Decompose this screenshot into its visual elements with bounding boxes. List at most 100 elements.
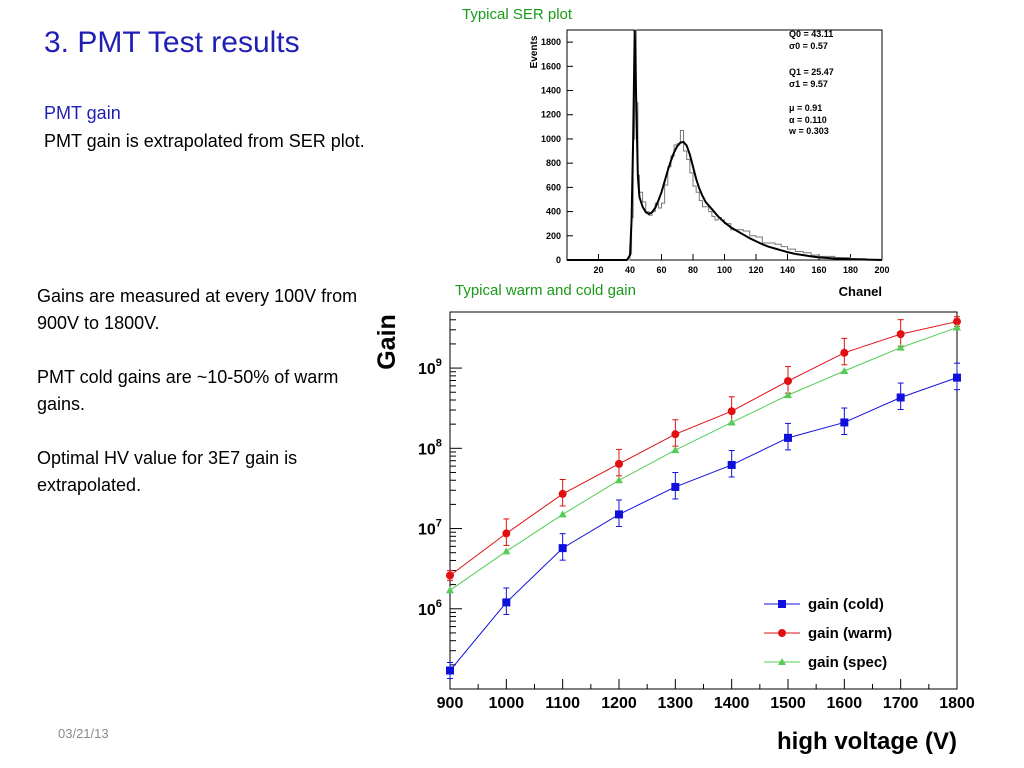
gain-x-tick-label: 1500 <box>770 695 806 712</box>
gain-x-tick-label: 900 <box>437 695 464 712</box>
gain-x-tick-label: 1800 <box>939 695 975 712</box>
ser-y-tick-label: 800 <box>546 158 561 168</box>
gain-x-tick-label: 1700 <box>883 695 919 712</box>
data-point <box>953 373 961 382</box>
data-point <box>840 348 849 357</box>
ser-y-tick-label: 200 <box>546 231 561 241</box>
series-line <box>449 321 958 576</box>
data-point <box>896 343 905 351</box>
data-point <box>784 433 792 442</box>
ser-fit-param: Q0 = 43.11 <box>789 29 833 39</box>
gain-x-tick-label: 1100 <box>545 695 580 712</box>
ser-histogram-series <box>567 29 883 261</box>
bullet-list: Gains are measured at every 100V from 90… <box>37 283 372 526</box>
ser-y-tick-label: 0 <box>556 255 561 265</box>
series-line <box>449 377 958 671</box>
legend-marker <box>778 600 786 608</box>
data-point <box>784 377 792 386</box>
ser-x-axis-label: Chanel <box>839 284 882 299</box>
data-point <box>671 482 680 491</box>
data-point <box>615 459 623 468</box>
ser-fit-param: Q1 = 25.47 <box>789 67 834 77</box>
data-point <box>896 330 905 339</box>
series-circle <box>446 316 961 581</box>
gain-y-tick-label: 106 <box>418 598 442 619</box>
legend-label: gain (cold) <box>808 596 884 613</box>
data-point <box>558 510 567 518</box>
ser-y-tick-label: 1600 <box>541 61 561 71</box>
ser-x-tick-label: 80 <box>688 265 698 275</box>
data-point <box>502 547 511 555</box>
ser-fit-param: μ = 0.91 <box>789 103 822 113</box>
gain-x-tick-label: 1000 <box>489 695 525 712</box>
ser-y-tick-label: 1000 <box>541 134 561 144</box>
slide-date: 03/21/13 <box>58 726 109 741</box>
data-point <box>671 446 680 454</box>
gain-vs-voltage-chart: 900 1000 1100 1200 1300 1400 1500 1600 1700 1800 1… <box>373 311 975 755</box>
gain-x-axis-label: high voltage (V) <box>777 728 957 755</box>
ser-y-tick-label: 1200 <box>541 110 561 120</box>
intro-text: PMT gain is extrapolated from SER plot. <box>44 131 365 151</box>
data-point <box>840 366 849 374</box>
ser-plot-caption: Typical SER plot <box>462 6 573 23</box>
gain-x-tick-label: 1600 <box>827 695 863 712</box>
ser-x-tick-label: 100 <box>717 265 732 275</box>
ser-fit-parameters: Q0 = 43.11 σ0 = 0.57 Q1 = 25.47 σ1 = 9.57 μ … <box>788 29 834 136</box>
series-square <box>446 362 961 680</box>
data-point <box>446 571 454 580</box>
bullet-gain-measurement: Gains are measured at every 100V from 90… <box>37 286 358 333</box>
data-point <box>727 460 736 469</box>
gain-y-axis-label: Gain <box>373 314 401 370</box>
section-subtitle: PMT gain <box>44 103 121 123</box>
ser-x-tick-label: 20 <box>593 265 603 275</box>
slide-title: 3. PMT Test results <box>44 26 300 59</box>
data-point <box>615 510 623 519</box>
ser-fit-curve <box>567 29 883 261</box>
ser-x-tick-label: 140 <box>780 265 795 275</box>
legend-label: gain (spec) <box>808 654 887 671</box>
ser-fit-param: α = 0.110 <box>789 115 827 125</box>
ser-histogram-chart: 20 40 60 80 100 120 140 160 180 200 0 200 400 600 800 1… <box>529 29 890 299</box>
gain-plot-caption: Typical warm and cold gain <box>455 282 636 299</box>
data-point <box>784 391 792 399</box>
series-triangle <box>446 323 961 594</box>
ser-x-tick-label: 60 <box>656 265 666 275</box>
ser-x-tick-label: 120 <box>748 265 763 275</box>
legend-marker <box>778 658 786 665</box>
data-point <box>896 393 905 402</box>
data-point <box>558 489 567 498</box>
data-point <box>558 544 567 553</box>
gain-y-tick-label: 108 <box>418 437 442 458</box>
ser-y-axis-label: Events <box>529 35 540 68</box>
data-point <box>615 476 623 484</box>
ser-x-tick-label: 200 <box>874 265 889 275</box>
data-point <box>446 586 454 594</box>
gain-x-tick-label: 1200 <box>601 695 637 712</box>
data-point <box>840 418 849 427</box>
ser-fit-param: w = 0.303 <box>788 126 829 136</box>
data-point <box>727 418 736 426</box>
ser-y-tick-label: 400 <box>546 207 561 217</box>
gain-x-tick-label: 1300 <box>658 695 694 712</box>
gain-y-tick-label: 109 <box>418 357 442 378</box>
data-point <box>953 323 961 331</box>
bullet-cold-gains: PMT cold gains are ~10-50% of warm gains… <box>37 367 339 414</box>
series-line <box>449 327 958 591</box>
ser-y-tick-label: 1400 <box>541 86 561 96</box>
bullet-optimal-hv: Optimal HV value for 3E7 gain is extrapo… <box>37 448 298 495</box>
data-point <box>502 598 511 607</box>
ser-fit-param: σ1 = 9.57 <box>789 79 828 89</box>
ser-fit-param: σ0 = 0.57 <box>789 41 828 51</box>
data-point <box>446 666 454 675</box>
ser-x-tick-label: 180 <box>843 265 858 275</box>
legend-label: gain (warm) <box>808 625 892 642</box>
ser-x-tick-label: 160 <box>811 265 826 275</box>
chart-legend: gain (cold) gain (warm) gain (spec) <box>764 596 892 671</box>
data-point <box>953 317 961 326</box>
ser-plot-frame <box>566 29 883 261</box>
ser-y-tick-label: 600 <box>546 182 561 192</box>
data-point <box>502 529 511 538</box>
data-point <box>671 430 680 439</box>
ser-y-tick-label: 1800 <box>541 37 561 47</box>
gain-y-tick-label: 107 <box>418 518 442 539</box>
